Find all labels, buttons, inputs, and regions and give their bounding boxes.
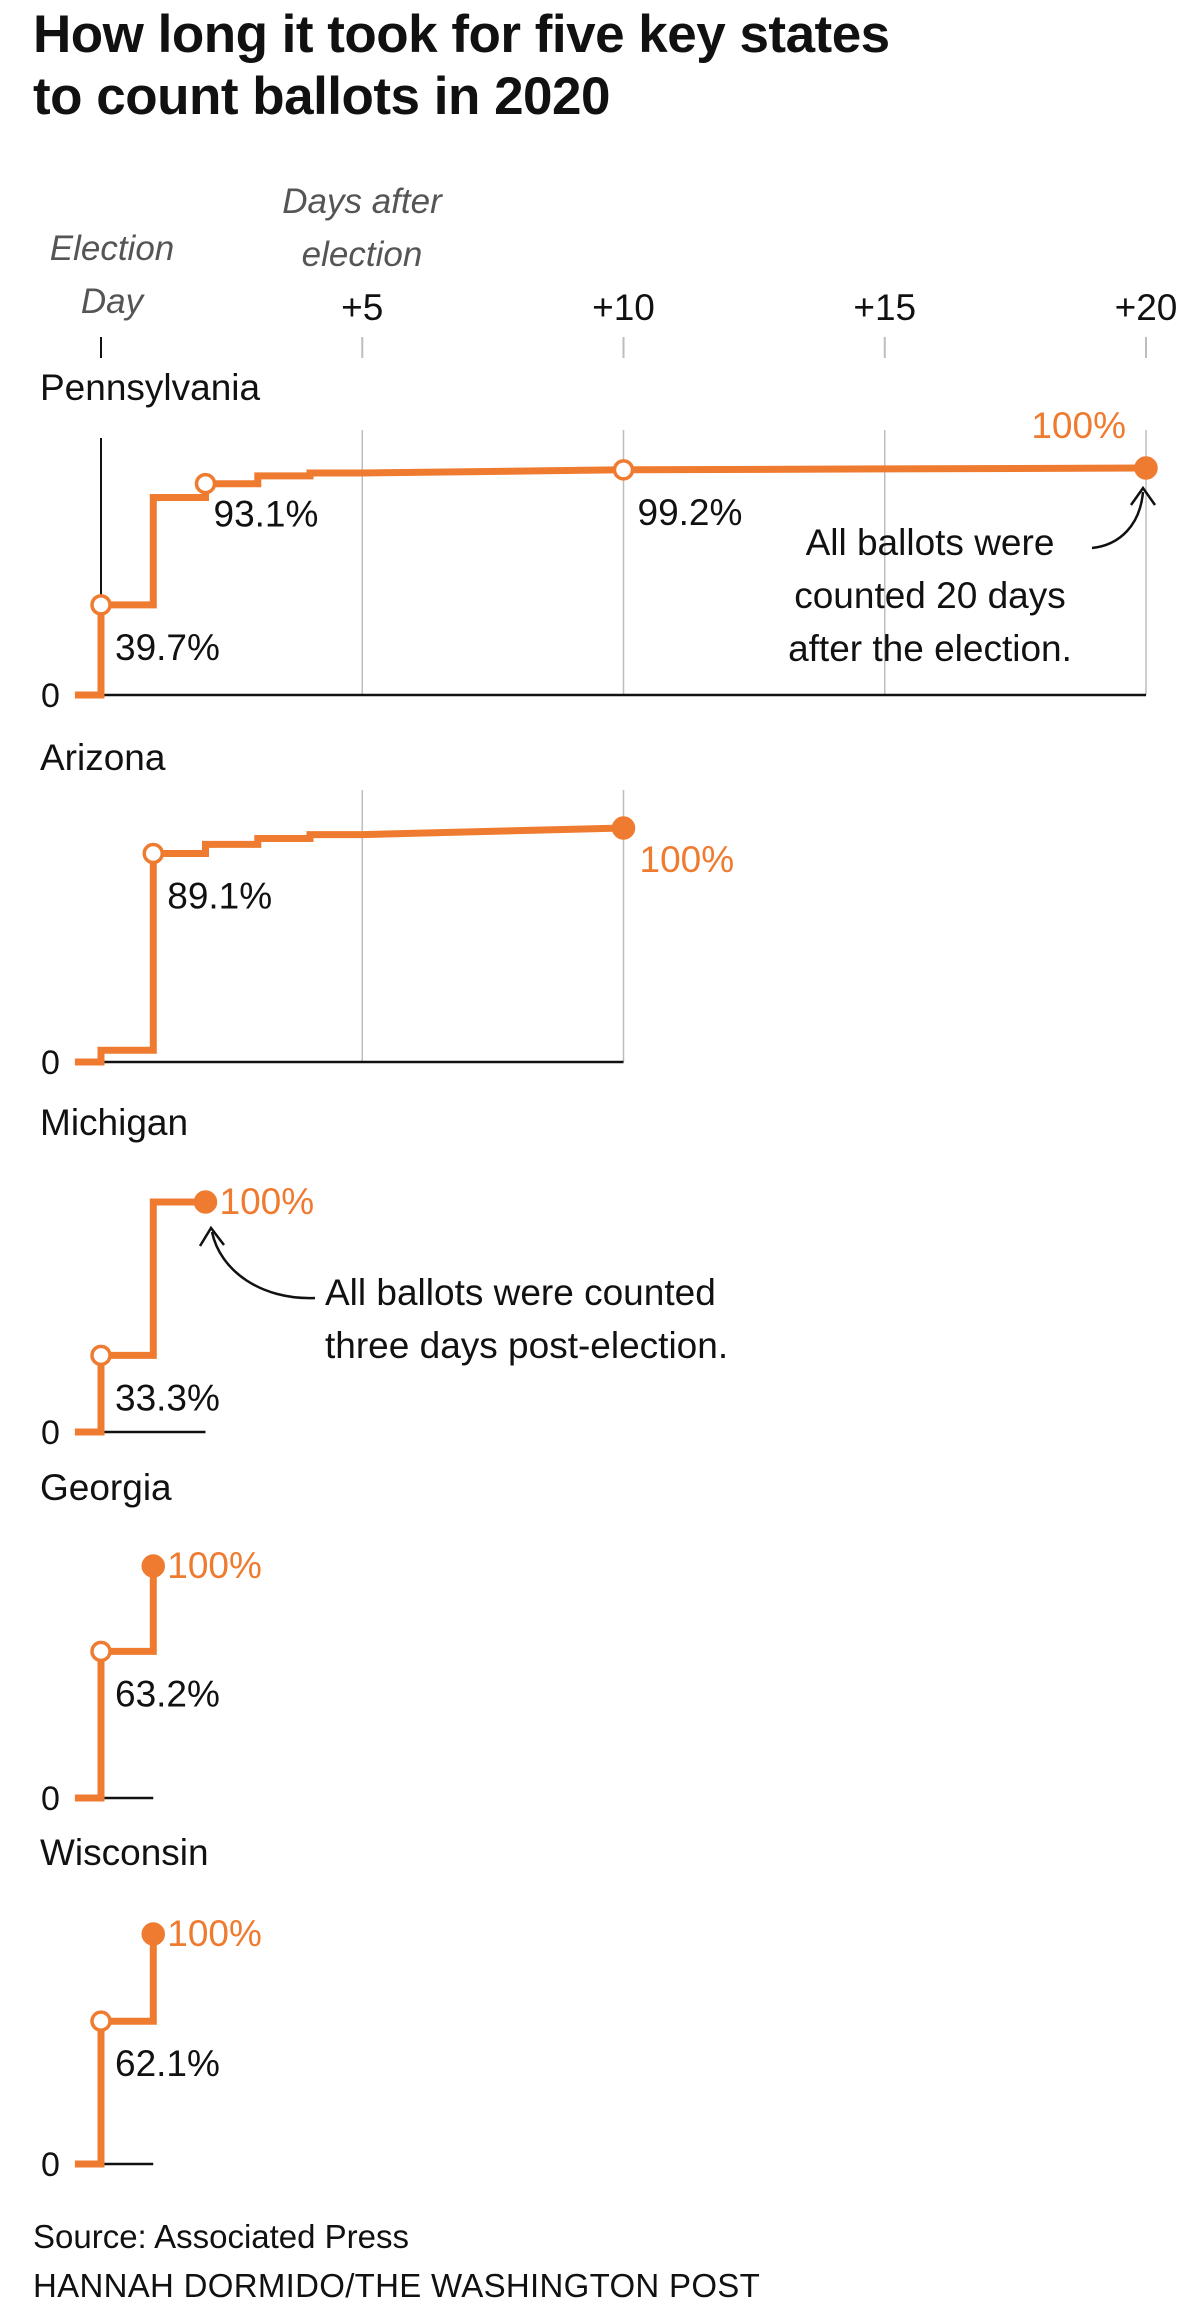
zero-label-pennsylvania: 0 — [41, 677, 60, 715]
state-label-wisconsin: Wisconsin — [40, 1832, 209, 1873]
marker-label-wisconsin-1: 100% — [167, 1913, 262, 1954]
x-tick-label-20: +20 — [1115, 287, 1178, 328]
x-tick-label-10: +10 — [592, 287, 655, 328]
chart-title-line-1: How long it took for five key states — [33, 5, 890, 64]
credit-line: HANNAH DORMIDO/THE WASHINGTON POST — [33, 2267, 761, 2304]
zero-label-arizona: 0 — [41, 1044, 60, 1082]
marker-pennsylvania-2 — [612, 459, 635, 481]
state-label-michigan: Michigan — [40, 1102, 188, 1143]
annotation-pennsylvania-line-1: All ballots were — [806, 522, 1055, 563]
annotation-michigan-line-2: three days post-election. — [325, 1325, 728, 1366]
marker-label-michigan-1: 100% — [220, 1181, 315, 1222]
marker-pennsylvania-3 — [1134, 456, 1158, 480]
marker-label-pennsylvania-0: 39.7% — [115, 627, 220, 668]
state-label-pennsylvania: Pennsylvania — [40, 367, 261, 408]
marker-pennsylvania-1 — [194, 472, 217, 495]
marker-michigan-0 — [90, 1344, 112, 1367]
step-line-michigan — [74, 1198, 206, 1436]
marker-arizona-0 — [142, 842, 164, 865]
marker-georgia-1 — [141, 1554, 165, 1578]
marker-michigan-1 — [193, 1190, 218, 1214]
annotation-pennsylvania-line-3: after the election. — [788, 628, 1072, 669]
marker-label-michigan-0: 33.3% — [115, 1377, 220, 1418]
origin-label-line-1: Election — [50, 229, 175, 268]
state-label-arizona: Arizona — [40, 737, 166, 778]
marker-label-pennsylvania-1: 93.1% — [214, 494, 319, 535]
marker-wisconsin-0 — [90, 2010, 112, 2032]
step-line-arizona — [74, 824, 624, 1066]
annotation-michigan-arrowhead — [198, 1225, 225, 1247]
zero-label-michigan: 0 — [41, 1414, 60, 1452]
step-line-pennsylvania — [74, 464, 1147, 699]
zero-label-georgia: 0 — [41, 1780, 60, 1818]
source-note: Source: Associated Press — [33, 2218, 410, 2255]
x-axis-label-line-1: Days after — [282, 182, 443, 221]
marker-label-arizona-0: 89.1% — [167, 876, 272, 917]
marker-label-georgia-1: 100% — [167, 1545, 262, 1586]
state-label-georgia: Georgia — [40, 1467, 172, 1508]
x-tick-label-5: +5 — [341, 287, 383, 328]
annotation-michigan-arrow — [210, 1231, 316, 1300]
annotation-pennsylvania-arrow — [1091, 491, 1145, 550]
marker-label-georgia-0: 63.2% — [115, 1673, 220, 1714]
annotation-pennsylvania-line-2: counted 20 days — [794, 575, 1066, 616]
marker-label-arizona-1: 100% — [640, 839, 735, 880]
annotation-michigan-line-1: All ballots were counted — [325, 1272, 716, 1313]
annotation-pennsylvania-arrowhead — [1129, 485, 1157, 506]
marker-wisconsin-1 — [141, 1922, 165, 1946]
chart-title-line-2: to count ballots in 2020 — [33, 67, 610, 126]
marker-label-pennsylvania-2: 99.2% — [638, 492, 743, 533]
marker-label-wisconsin-0: 62.1% — [115, 2043, 220, 2084]
zero-label-wisconsin: 0 — [41, 2146, 60, 2184]
marker-pennsylvania-0 — [90, 594, 112, 616]
marker-label-pennsylvania-3: 100% — [1031, 405, 1126, 446]
x-tick-label-15: +15 — [853, 287, 916, 328]
origin-label-line-2: Day — [81, 282, 146, 321]
marker-georgia-0 — [90, 1640, 112, 1663]
x-axis-label-line-2: election — [302, 235, 423, 274]
marker-arizona-1 — [611, 816, 636, 840]
